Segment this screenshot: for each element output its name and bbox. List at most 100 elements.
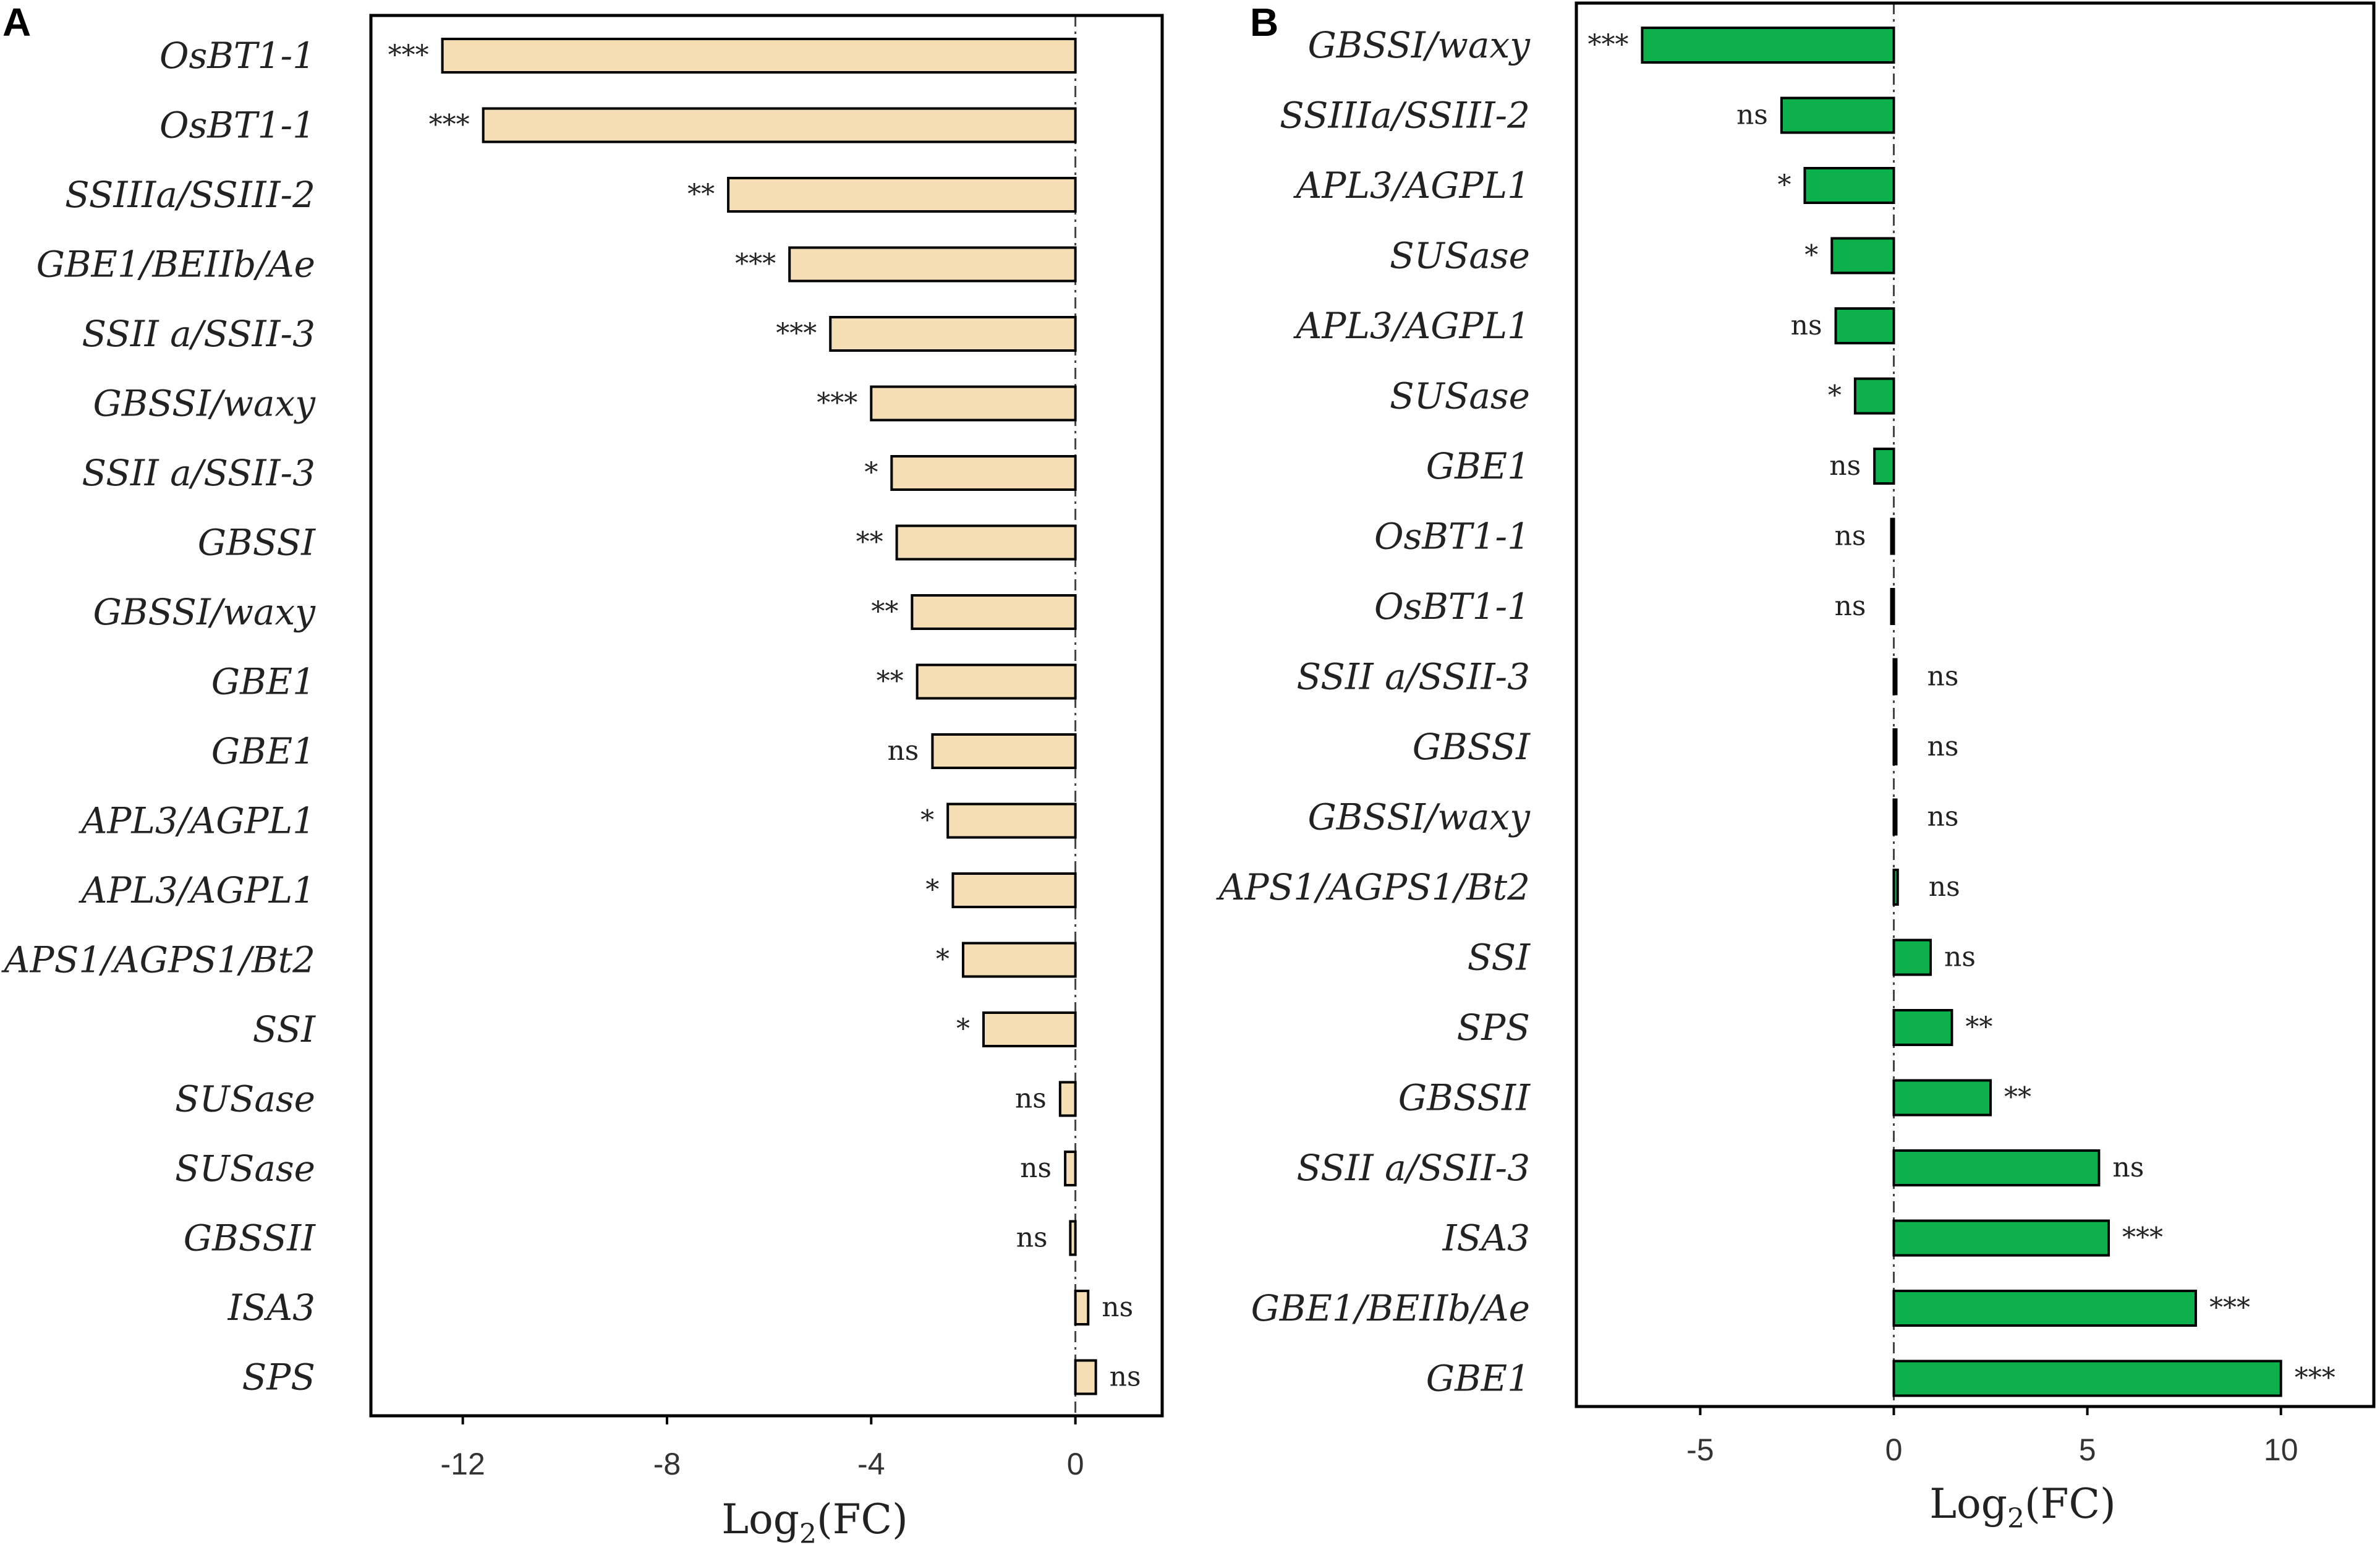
panel-a-significance-label: ns <box>887 735 919 767</box>
panel-b-category-label: GBSSI <box>1413 726 1531 768</box>
panel-a-plot-frame <box>369 14 1164 1418</box>
panel-a-category-label: GBSSI/waxy <box>93 383 316 425</box>
panel-b-category-label: SUSase <box>1390 235 1530 277</box>
panel-b-significance-label: *** <box>2295 1363 2335 1394</box>
panel-b-category-label: GBSSII <box>1398 1077 1531 1119</box>
panel-a-bar <box>890 455 1077 491</box>
panel-b-label: B <box>1250 0 1278 45</box>
panel-a-category-label: ISA3 <box>227 1287 315 1329</box>
panel-b-category-label: GBE1/BEIIb/Ae <box>1251 1287 1530 1329</box>
panel-b-bar <box>1803 167 1895 204</box>
panel-b-category-label: SSI <box>1468 937 1531 979</box>
panel-b-significance-label: *** <box>2122 1222 2163 1254</box>
panel-a-category-label: GBE1 <box>211 730 315 772</box>
panel-b-x-axis-label: Log2(FC) <box>1929 1480 2116 1534</box>
panel-a-category-label: SSII a/SSII-3 <box>82 313 315 355</box>
panel-b-category-label: GBSSI/waxy <box>1307 796 1531 838</box>
panel-a-significance-label: * <box>920 805 934 836</box>
panel-a-significance-label: * <box>864 457 878 488</box>
panel-a-bar <box>1064 1151 1077 1186</box>
panel-b-significance-label: ns <box>1835 590 1866 622</box>
panel-a-bar <box>916 663 1077 700</box>
panel-b-significance-label: ns <box>1927 661 1958 692</box>
panel-b-significance-label: ns <box>1829 450 1861 482</box>
panel-b-significance-label: * <box>1828 380 1842 412</box>
panel-a-bar <box>1074 1359 1097 1395</box>
panel-a-significance-label: ns <box>1015 1083 1047 1115</box>
panel-b-plot-frame <box>1575 1 2376 1408</box>
panel-a-bar <box>870 385 1077 422</box>
panel-a-bar <box>441 38 1077 74</box>
panel-a-category-label: SUSase <box>175 1147 315 1190</box>
panel-a-category-label: SUSase <box>175 1078 315 1120</box>
panel-b-category-label: SSII a/SSII-3 <box>1296 1147 1530 1189</box>
panel-b-category-label: SUSase <box>1390 375 1530 417</box>
panel-a-label: A <box>2 0 31 45</box>
panel-a-significance-label: * <box>936 944 950 976</box>
panel-a-category-label: APS1/AGPS1/Bt2 <box>1 939 315 981</box>
panel-a-significance-label: *** <box>817 388 857 419</box>
panel-a-category-label: GBSSI <box>198 522 316 564</box>
panel-b-category-label: GBE1 <box>1426 1358 1530 1400</box>
panel-a-significance-label: ** <box>877 666 904 697</box>
panel-a-x-tick-label: -4 <box>857 1447 885 1481</box>
panel-b-significance-label: ns <box>1835 521 1866 552</box>
panel-a-bar <box>911 594 1077 630</box>
panel-a-bar <box>946 802 1077 839</box>
panel-a-bar <box>961 942 1077 978</box>
panel-b-bar <box>1853 377 1895 415</box>
panel-a-category-label: GBE1 <box>211 661 315 703</box>
panel-a-significance-label: ** <box>856 527 883 558</box>
panel-a-x-tick-label: 0 <box>1067 1447 1084 1481</box>
panel-a-bar <box>931 733 1077 769</box>
panel-b-bar <box>1641 27 1895 64</box>
panel-b-category-label: OsBT1-1 <box>1374 516 1530 558</box>
panel-b-category-label: OsBT1-1 <box>1374 585 1530 628</box>
panel-a-significance-label: ns <box>1016 1222 1048 1254</box>
panel-a-category-label: GBSSII <box>184 1217 316 1259</box>
panel-b-category-label: GBSSI/waxy <box>1307 24 1531 66</box>
panel-b-significance-label: ns <box>1944 942 1976 973</box>
panel-a-category-label: SSI <box>253 1008 316 1050</box>
panel-b-bar <box>1873 448 1895 485</box>
panel-a-bar <box>1058 1081 1077 1117</box>
panel-a-significance-label: *** <box>776 318 817 349</box>
panel-b-bar <box>1890 517 1895 555</box>
panel-a-x-axis-label: Log2(FC) <box>721 1496 908 1545</box>
panel-b-significance-label: ** <box>2004 1082 2031 1113</box>
panel-a-category-label: GBE1/BEIIb/Ae <box>36 244 315 286</box>
panel-b-significance-label: ns <box>1791 310 1822 341</box>
panel-a-bar <box>951 872 1077 908</box>
panel-a-bar <box>895 524 1077 561</box>
panel-b-x-tick-label: 5 <box>2079 1432 2096 1467</box>
panel-b-bar <box>1892 658 1898 696</box>
panel-b-significance-label: ns <box>1736 100 1768 131</box>
panel-a-significance-label: ns <box>1110 1361 1141 1393</box>
panel-b-bar <box>1830 237 1895 275</box>
panel-b-bar <box>1892 938 1932 976</box>
panel-a-x-tick-label: -12 <box>441 1447 485 1481</box>
panel-a-category-label: SSIIIa/SSIII-2 <box>65 174 315 216</box>
panel-a-significance-label: *** <box>388 40 429 71</box>
panel-a-category-label: GBSSI/waxy <box>93 591 316 633</box>
panel-a-category-label: OsBT1-1 <box>159 104 315 147</box>
panel-b-bar <box>1892 869 1899 906</box>
panel-b-bar <box>1892 1290 2197 1327</box>
panel-b-bar <box>1890 588 1895 625</box>
panel-b-category-label: SSIIIa/SSIII-2 <box>1280 95 1530 137</box>
panel-a-bar <box>788 246 1077 283</box>
panel-b-category-label: APL3/AGPL1 <box>1293 164 1530 206</box>
panel-a-category-label: SSII a/SSII-3 <box>82 452 315 494</box>
panel-b-significance-label: ** <box>1965 1011 1992 1043</box>
panel-b-bar <box>1892 728 1898 765</box>
panel-b-category-label: APL3/AGPL1 <box>1293 305 1530 347</box>
panel-a-bar <box>1069 1220 1077 1256</box>
panel-b-significance-label: ns <box>2112 1152 2144 1183</box>
panel-b-bar <box>1892 1149 2101 1186</box>
panel-b-bar <box>1780 96 1895 134</box>
panel-a-significance-label: ns <box>1020 1152 1052 1184</box>
panel-b-significance-label: *** <box>1587 29 1628 61</box>
panel-a-bar <box>727 177 1077 213</box>
